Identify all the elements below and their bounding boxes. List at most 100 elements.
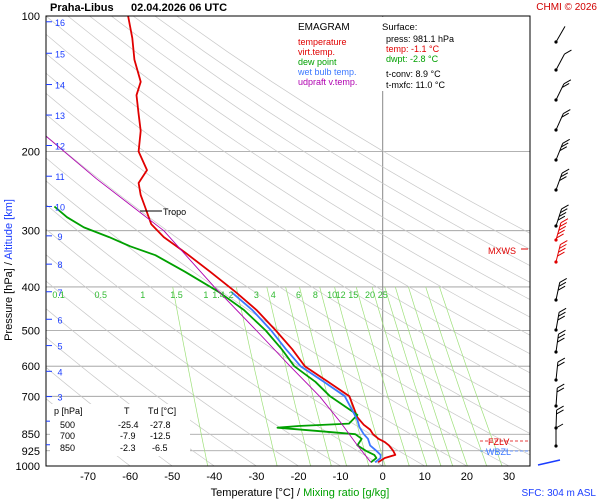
wind-barb-feather — [558, 225, 567, 231]
dry-adiabat — [46, 72, 530, 393]
altitude-tick-label: 12 — [55, 142, 65, 152]
dry-adiabat — [46, 157, 510, 466]
dry-adiabat — [46, 33, 530, 355]
altitude-tick-label: 11 — [55, 172, 64, 182]
wind-barb-feather — [561, 112, 569, 118]
mixing-ratio-line — [334, 286, 386, 466]
mixing-ratio-label: 4 — [271, 290, 276, 300]
mixing-ratio-line — [394, 286, 454, 466]
pressure-tick-label: 850 — [22, 429, 40, 441]
wind-barb-staff — [555, 409, 558, 429]
wind-barb-staff — [555, 222, 562, 241]
sfc-label: SFC: 304 m ASL — [522, 488, 597, 499]
wind-barb-feather — [556, 409, 564, 415]
surface-box — [379, 17, 471, 91]
wbzl-label: WBZL — [486, 447, 511, 457]
altitude-tick-label: 6 — [57, 315, 62, 325]
wind-barb-staff — [555, 282, 561, 301]
table-row-2-td: -6.5 — [152, 443, 168, 453]
altitude-tick-label: 14 — [55, 81, 65, 91]
wind-barb-staff — [555, 53, 565, 71]
table-head-t: T — [124, 406, 130, 416]
temperature-tick-label: -60 — [122, 471, 138, 483]
wind-barb-feather — [561, 82, 570, 88]
wind-barb-feather — [560, 218, 569, 224]
wind-barb-staff — [555, 362, 559, 381]
altitude-tick-label: 5 — [57, 342, 62, 352]
wind-barb-staff — [555, 83, 565, 101]
surface-temp: temp: -1.1 °C — [386, 44, 440, 54]
mixing-ratio-label: 15 — [348, 290, 358, 300]
surface-dwpt: dwpt: -2.8 °C — [386, 54, 439, 64]
series-udpraft-v-temp- — [46, 135, 372, 463]
tropo-label: Tropo — [163, 207, 186, 217]
wind-barb-staff — [555, 312, 560, 331]
wind-barb-feather — [560, 208, 568, 214]
wind-barb-feather — [558, 329, 566, 335]
wind-barb-feather — [561, 142, 569, 148]
wind-barbs — [537, 26, 572, 466]
wind-barb-feather — [559, 243, 567, 249]
plot-area — [46, 16, 530, 466]
dry-adiabat — [132, 16, 530, 267]
pressure-ticks: 100 200 300 400 500 600 700 850 925 1000 — [16, 11, 40, 473]
table-head-p: p [hPa] — [54, 406, 83, 416]
legend-dew-point: dew point — [298, 57, 337, 67]
legend-wet-bulb: wet bulb temp. — [297, 67, 357, 77]
wind-barb-feather — [564, 49, 572, 55]
wind-barb-feather — [557, 357, 566, 363]
dry-adiabat — [46, 280, 299, 466]
mixing-ratio-label: 25 — [378, 290, 388, 300]
wind-barb-feather — [559, 176, 567, 181]
dry-adiabat — [46, 16, 530, 336]
mixing-ratio-label: 0.1 — [52, 290, 65, 300]
tropopause-marker: Tropo — [140, 207, 186, 217]
table-row-2-p: 850 — [60, 443, 75, 453]
wind-barb-staff — [555, 143, 564, 161]
dry-adiabat — [46, 204, 425, 466]
fzlv-label: FZLV — [488, 437, 509, 447]
dry-adiabat — [67, 16, 530, 318]
y-axis-title-altitude-text: Altitude [km] — [3, 199, 15, 260]
table-row-1-p: 700 — [60, 431, 75, 441]
wind-barb-feather — [557, 215, 566, 221]
table-row-1-t: -7.9 — [120, 431, 136, 441]
wind-barb-feather — [561, 204, 569, 210]
altitude-tick-label: 7 — [57, 288, 62, 298]
pressure-tick-label: 500 — [22, 326, 40, 338]
table-row-2-t: -2.3 — [120, 443, 136, 453]
mxws-marker: MXWS — [488, 246, 528, 256]
level-table: p [hPa] T Td [°C] 500 -25.4 -27.8 700 -7… — [50, 404, 190, 456]
mixing-ratio-label: 2 — [229, 290, 234, 300]
dry-adiabat — [89, 16, 530, 300]
dry-adiabat — [46, 180, 468, 466]
wind-barb-feather — [558, 281, 567, 287]
wbzl-marker: WBZL — [480, 447, 530, 457]
wind-barb-feather — [562, 138, 570, 144]
dry-adiabat — [46, 113, 530, 434]
wind-barb-feather — [561, 168, 570, 174]
dry-adiabat — [111, 16, 530, 283]
x-axis-title-mix: Mixing ratio [g/kg] — [303, 487, 389, 499]
surface-info: Surface: press: 981.1 hPa temp: -1.1 °C … — [379, 17, 471, 91]
legend-temperature: temperature — [298, 37, 347, 47]
wind-barb-feather — [557, 337, 565, 343]
pressure-tick-label: 400 — [22, 282, 40, 294]
mixing-ratio-label: 12 — [336, 290, 346, 300]
pressure-tick-label: 1000 — [16, 461, 40, 473]
pressure-tick-label: 700 — [22, 391, 40, 403]
mixing-ratio-line — [439, 286, 503, 466]
temperature-tick-label: 0 — [380, 471, 386, 483]
legend-updraft: udpraft v.temp. — [298, 77, 357, 87]
dry-adiabat — [46, 53, 530, 374]
mixing-ratio-label: 10 — [327, 290, 337, 300]
altitude-tick-label: 10 — [55, 202, 65, 212]
surface-tconv: t-conv: 8.9 °C — [386, 69, 441, 79]
y-axis-title-pressure-text: Pressure [hPa] / — [3, 260, 15, 341]
dry-adiabat — [46, 228, 383, 466]
mixing-ratio-line — [266, 286, 311, 466]
altitude-tick-label: 9 — [57, 232, 62, 242]
legend: EMAGRAM temperature virt.temp. dew point… — [294, 17, 380, 91]
